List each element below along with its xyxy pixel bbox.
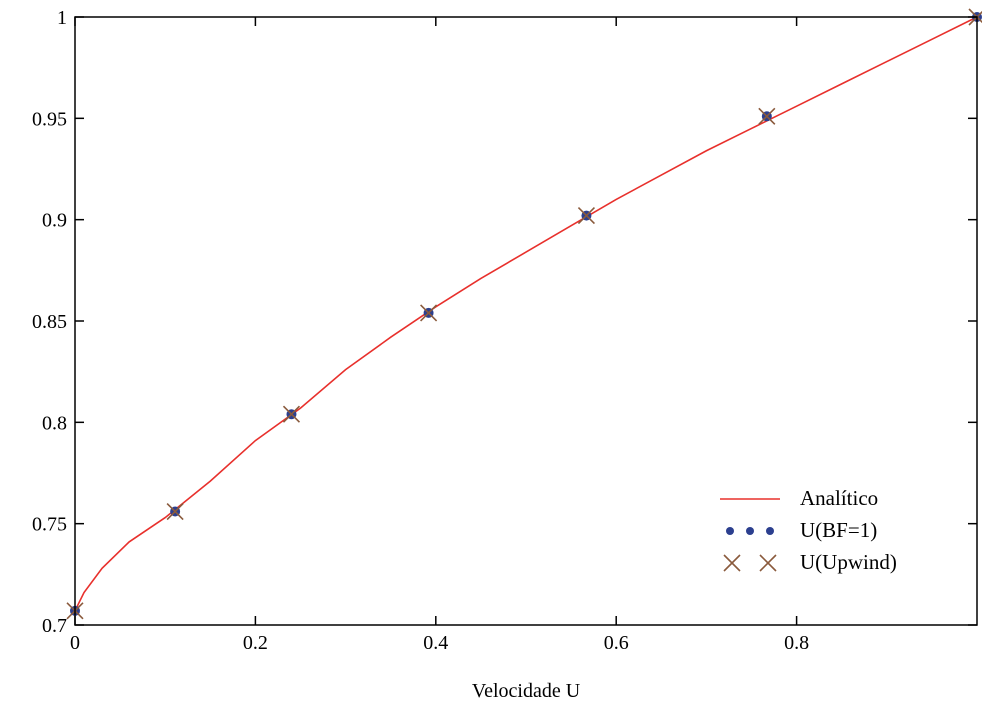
cross-stroke: [759, 554, 777, 572]
y-tick-label: 0.8: [42, 412, 67, 434]
tick-labels: 0 0.2 0.4 0.6 0.8 0.7 0.75 0.8 0.85 0.9 0.95 1: [32, 7, 809, 654]
legend-label: U(BF=1): [800, 518, 877, 542]
legend-swatch-cross: [723, 554, 741, 572]
x-tick-label: 0.8: [784, 632, 809, 654]
cross-stroke: [577, 207, 595, 225]
cross-stroke: [420, 304, 438, 322]
legend-label: Analítico: [800, 486, 878, 510]
legend-label: U(Upwind): [800, 550, 897, 574]
legend-swatch-dot: [766, 527, 774, 535]
cross-stroke: [758, 107, 776, 125]
plot-frame: [74, 16, 978, 626]
y-tick-label: 1: [57, 7, 67, 29]
cross-stroke: [282, 405, 301, 423]
x-tick-label: 0.2: [243, 632, 268, 654]
series-line-analitico: [74, 16, 978, 612]
y-tick-label: 0.85: [32, 311, 67, 333]
point-upwind: [577, 207, 595, 225]
x-tick-label: 0: [70, 632, 80, 654]
x-axis-label: Velocidade U: [472, 680, 581, 702]
point-upwind: [420, 304, 438, 322]
x-tick-label: 0.4: [423, 632, 448, 654]
legend: Analítico U(BF=1) U(Upwind): [720, 486, 897, 574]
point-upwind: [758, 107, 776, 125]
point-upwind: [166, 502, 184, 521]
y-tick-label: 0.7: [42, 615, 67, 637]
legend-swatch-dot: [726, 527, 734, 535]
cross-stroke: [166, 502, 184, 521]
y-tick-label: 0.75: [32, 514, 67, 536]
cross-stroke: [723, 554, 741, 572]
x-tick-label: 0.6: [604, 632, 629, 654]
legend-swatch-dot: [746, 527, 754, 535]
point-upwind: [282, 405, 301, 423]
y-tick-label: 0.95: [32, 108, 67, 130]
y-tick-label: 0.9: [42, 210, 67, 232]
legend-swatch-cross: [759, 554, 777, 572]
